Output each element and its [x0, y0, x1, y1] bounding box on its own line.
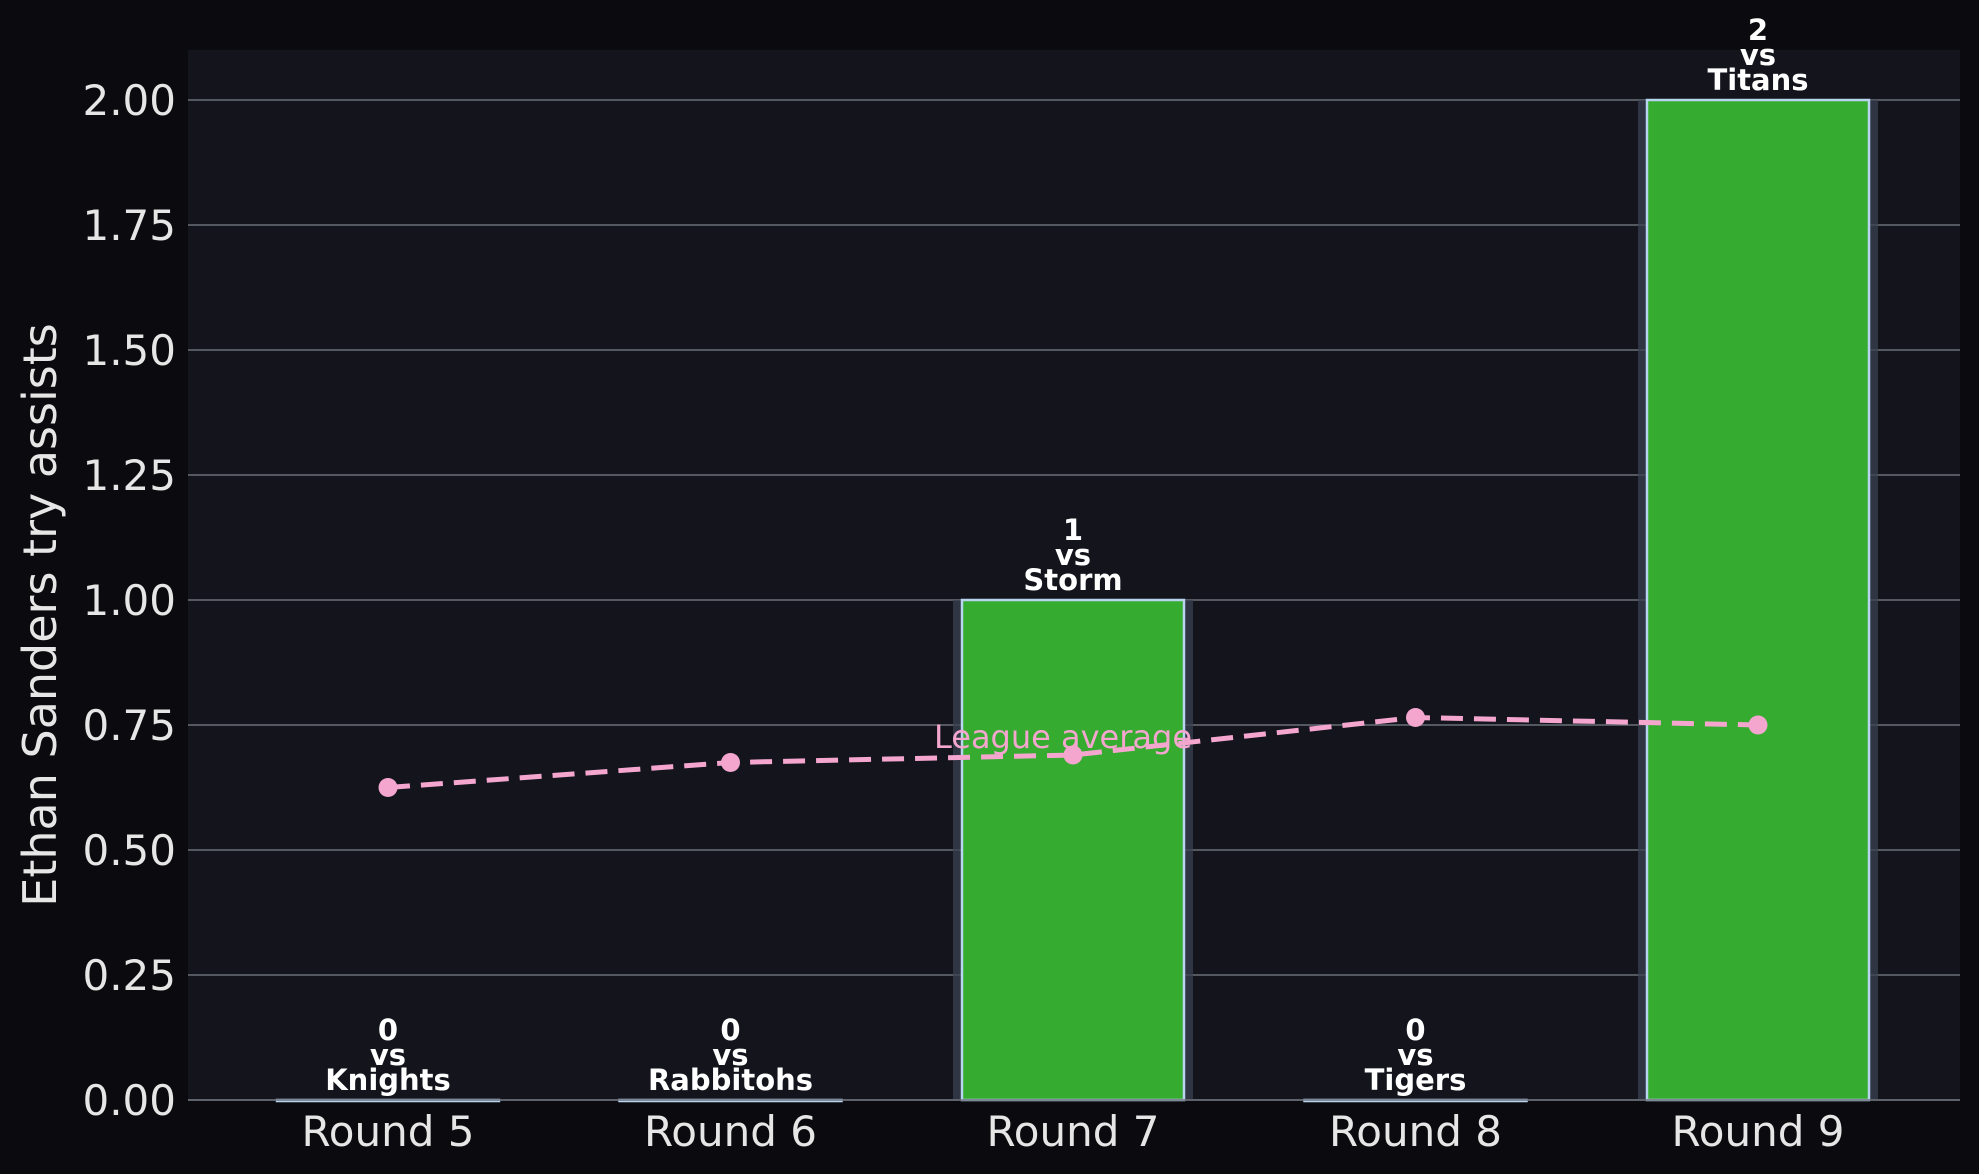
y-tick-label: 2.00 [82, 76, 176, 125]
bars [275, 98, 1878, 1103]
y-axis-label: Ethan Sanders try assists [13, 323, 67, 906]
bar-value-label: vs [1397, 1038, 1433, 1072]
bar-value-label: vs [712, 1038, 748, 1072]
league-average-label: League average [934, 718, 1192, 756]
y-tick-label: 1.50 [82, 326, 176, 375]
bar-value-label: vs [1740, 38, 1776, 72]
bar-labels: 0vsKnights0vsRabbitohs1vsStorm0vsTigers2… [325, 13, 1808, 1097]
y-tick-label: 1.00 [82, 576, 176, 625]
league-average-point [378, 778, 398, 797]
bar-value-label: Titans [1707, 63, 1808, 97]
y-tick-label: 1.75 [82, 201, 176, 250]
league-average-series: League average [378, 708, 1768, 797]
y-tick-label: 1.25 [82, 451, 176, 500]
axis-ticks: 0.00 0.25 0.50 0.75 1.00 1.25 1.50 1.75 2.00 Roun… [82, 76, 1960, 1156]
bar [1645, 98, 1871, 1102]
bar-value-label: vs [1055, 538, 1091, 572]
bar-value-label: Storm [1023, 563, 1122, 597]
bar-value-label: Rabbitohs [648, 1063, 813, 1097]
y-tick-label: 0.00 [82, 1076, 176, 1125]
x-tick-label: Round 6 [644, 1107, 817, 1156]
bar-value-label: 0 [1405, 1013, 1425, 1047]
bar-value-label: vs [370, 1038, 406, 1072]
bar-value-label: 0 [720, 1013, 740, 1047]
y-tick-label: 0.50 [82, 826, 176, 875]
league-average-point [1063, 745, 1083, 765]
x-tick-label: Round 9 [1672, 1107, 1845, 1156]
league-average-point [721, 753, 740, 772]
league-average-point [1406, 708, 1425, 727]
bar-value-label: 1 [1063, 513, 1083, 547]
league-average-point [1748, 715, 1768, 735]
y-tick-label: 0.25 [82, 951, 176, 1000]
x-tick-label: Round 5 [302, 1107, 475, 1156]
bar-value-label: Tigers [1365, 1063, 1467, 1097]
bar [960, 598, 1186, 1102]
bar-value-label: Knights [325, 1063, 451, 1097]
y-tick-label: 0.75 [82, 701, 176, 750]
x-tick-label: Round 8 [1329, 1107, 1502, 1156]
x-tick-label: Round 7 [987, 1107, 1160, 1156]
bar-value-label: 0 [378, 1013, 398, 1047]
bar-value-label: 2 [1748, 13, 1768, 47]
